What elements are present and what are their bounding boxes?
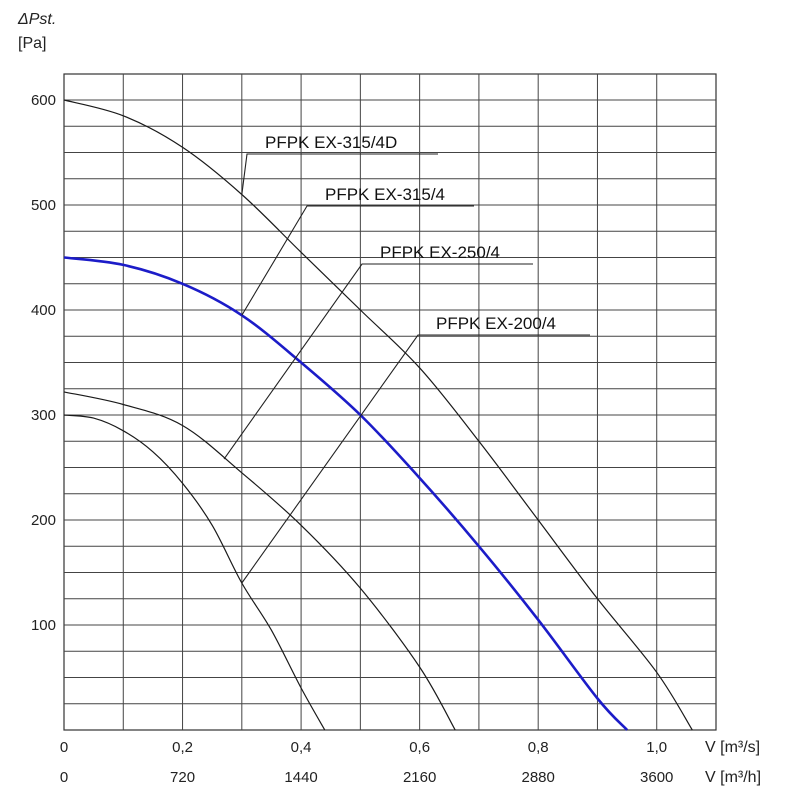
series-line-pfpk-ex-250-4	[63, 391, 456, 731]
grid	[63, 73, 717, 731]
series-label: PFPK EX-250/4	[380, 243, 500, 262]
x-tick-label-secondary: 1440	[284, 769, 317, 786]
x-tick-label-primary: 0	[60, 739, 68, 756]
x-tick-label-secondary: 0	[60, 769, 68, 786]
x-tick-label-primary: 0,8	[528, 739, 549, 756]
annotation-leader-line	[223, 263, 533, 460]
x-tick-label-primary: 1,0	[646, 739, 667, 756]
x-tick-label-primary: 0,6	[409, 739, 430, 756]
y-tick-label: 500	[31, 197, 56, 214]
y-tick-label: 400	[31, 302, 56, 319]
plot-border	[63, 73, 717, 731]
series-label: PFPK EX-315/4	[325, 185, 445, 204]
x-tick-label-secondary: 3600	[640, 769, 673, 786]
series-label: PFPK EX-315/4D	[265, 133, 397, 152]
series-line-pfpk-ex-200-4	[63, 414, 326, 731]
annotation-leader-line	[241, 205, 474, 316]
x-tick-labels-secondary: 0 720 1440 2160 2880 3600	[60, 769, 674, 786]
series-line-pfpk-ex-315-4	[63, 256, 629, 731]
y-axis-title-line1: ΔPst.	[17, 11, 56, 28]
y-tick-label: 200	[31, 512, 56, 529]
annotation-leader-line	[241, 334, 590, 584]
y-tick-label: 300	[31, 407, 56, 424]
y-tick-labels: 100 200 300 400 500 600	[31, 92, 56, 634]
y-tick-label: 600	[31, 92, 56, 109]
x-tick-label-primary: 0,4	[291, 739, 312, 756]
x-tick-labels-primary: 0 0,2 0,4 0,6 0,8 1,0	[60, 739, 667, 756]
y-tick-label: 100	[31, 617, 56, 634]
x-tick-label-primary: 0,2	[172, 739, 193, 756]
x-tick-label-secondary: 2880	[521, 769, 554, 786]
annotation-leaders	[223, 153, 590, 584]
series-line-pfpk-ex-315-4d	[63, 99, 693, 731]
annotation-leader-line	[241, 153, 438, 195]
x-axis-unit-label-primary: V [m³/s]	[705, 739, 760, 756]
x-tick-label-secondary: 720	[170, 769, 195, 786]
y-axis-title-line2: [Pa]	[18, 35, 46, 52]
x-tick-label-secondary: 2160	[403, 769, 436, 786]
series-label: PFPK EX-200/4	[436, 314, 556, 333]
series-annotations: PFPK EX-315/4D PFPK EX-315/4 PFPK EX-250/4…	[265, 133, 556, 333]
x-axis-unit-label-secondary: V [m³/h]	[705, 769, 761, 786]
series-lines	[63, 99, 693, 731]
